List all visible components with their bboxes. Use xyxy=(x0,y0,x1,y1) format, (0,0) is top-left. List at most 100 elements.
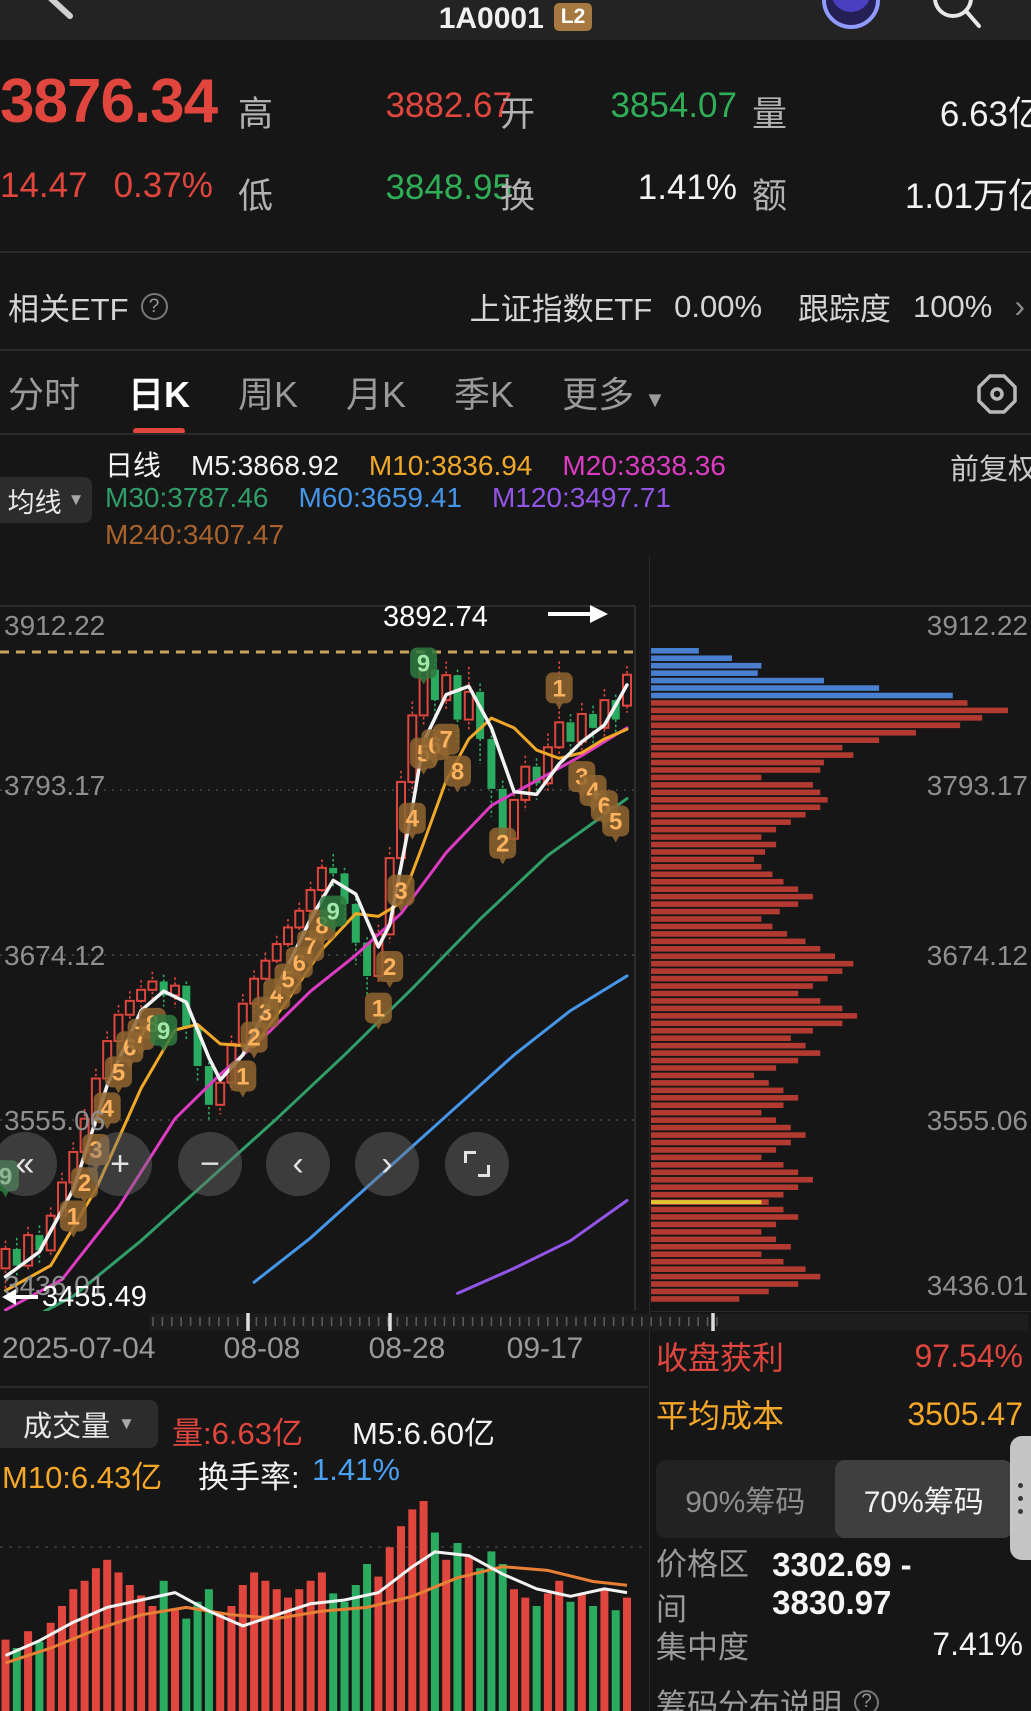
chip-70-button[interactable]: 70%筹码 xyxy=(834,1460,1013,1538)
date-label-start: 2025-07-04 xyxy=(2,1332,156,1365)
period-label: 日线 xyxy=(105,450,162,481)
volume-indicator-selector[interactable]: 成交量 ▼ xyxy=(0,1400,158,1448)
ma-row-2: M30:3787.46 M60:3659.41 M120:3497.71 xyxy=(0,482,1031,518)
stat-value: 3882.67 xyxy=(385,86,512,125)
high-annotation: 3892.74 xyxy=(383,601,488,633)
ma20-value: M20:3838.36 xyxy=(562,450,726,481)
search-icon[interactable] xyxy=(925,0,995,36)
chip-distribution-chart[interactable]: 3912.22 3793.17 3674.12 3555.06 3436.01 xyxy=(650,556,1031,1311)
tab-quarterly-k[interactable]: 季K xyxy=(454,373,515,415)
volume-value: 量:6.63亿 xyxy=(172,1416,303,1451)
date-label-3: 08-28 xyxy=(368,1332,446,1365)
svg-text:9: 9 xyxy=(0,1163,12,1190)
svg-text:2: 2 xyxy=(496,831,509,858)
fullscreen-button[interactable] xyxy=(445,1132,509,1196)
svg-text:2: 2 xyxy=(383,954,396,981)
zoom-out-button[interactable]: − xyxy=(178,1132,242,1196)
top-bar: 1A0001 L2 xyxy=(0,0,1031,40)
prev-button[interactable]: ‹ xyxy=(266,1132,330,1196)
chevron-right-icon[interactable]: › xyxy=(1014,288,1025,324)
ma240-value: M240:3407.47 xyxy=(105,519,285,550)
concentration-label: 集中度 xyxy=(656,1629,749,1665)
signal-badges: 9123456789123456789123459678213465 xyxy=(0,647,630,1238)
side-drag-handle[interactable] xyxy=(1010,1436,1031,1560)
change-percent: 0.37% xyxy=(113,166,213,205)
volume-m10: M10:6.43亿 xyxy=(2,1460,163,1495)
rewind-button[interactable]: « xyxy=(0,1132,57,1196)
svg-text:8: 8 xyxy=(451,759,464,786)
zoom-in-button[interactable]: + xyxy=(88,1132,152,1196)
change-value: 14.47 xyxy=(0,166,88,205)
stat-value: 3848.95 xyxy=(385,168,512,207)
volume-chart[interactable] xyxy=(0,1486,648,1711)
avatar[interactable] xyxy=(820,0,884,34)
y-axis-label: 3674.12 xyxy=(4,940,105,971)
tab-more[interactable]: 更多 ▼ xyxy=(562,373,666,415)
volume-m5: M5:6.60亿 xyxy=(352,1416,496,1451)
stat-label: 低 xyxy=(238,177,274,216)
ma120-value: M120:3497.71 xyxy=(491,482,671,513)
svg-text:2: 2 xyxy=(247,1025,260,1052)
chart-settings-icon[interactable] xyxy=(975,372,1019,416)
adjust-mode-label[interactable]: 前复权 xyxy=(949,454,1031,486)
y-axis-label: 3555.06 xyxy=(927,1105,1028,1136)
low-annotation: 3455.49 xyxy=(42,1281,147,1311)
tracking-value: 100% xyxy=(913,288,993,324)
help-icon[interactable]: ? xyxy=(140,293,168,320)
related-etf-row[interactable]: 相关ETF ? 上证指数ETF 0.00% 跟踪度 100% › xyxy=(0,252,1031,349)
y-axis-label: 3674.12 xyxy=(927,940,1028,971)
y-axis-label: 3793.17 xyxy=(927,770,1028,801)
kline-chart[interactable]: 91234567891234567891234596782134653912.2… xyxy=(0,556,648,1311)
page-title: 1A0001 xyxy=(438,2,544,35)
back-icon[interactable] xyxy=(36,0,86,30)
svg-text:1: 1 xyxy=(236,1063,249,1090)
l2-badge: L2 xyxy=(553,3,593,31)
ma5-value: M5:3868.92 xyxy=(191,450,339,481)
ma-selector-button[interactable]: 均线 ▼ xyxy=(0,477,92,523)
svg-text:4: 4 xyxy=(406,806,420,833)
svg-text:9: 9 xyxy=(327,899,340,926)
avg-cost-marker xyxy=(651,1200,762,1205)
ma30-value: M30:3787.46 xyxy=(105,482,269,513)
tab-fenshi[interactable]: 分时 xyxy=(8,373,81,415)
tab-daily-k[interactable]: 日K xyxy=(128,366,190,434)
avg-cost-value: 3505.47 xyxy=(907,1395,1023,1432)
stat-label: 高 xyxy=(238,95,274,134)
svg-text:3: 3 xyxy=(394,878,407,905)
stat-value: 3854.07 xyxy=(610,86,737,125)
stat-label: 额 xyxy=(752,177,788,216)
period-tabs: 分时 日K 周K 月K 季K 更多 ▼ xyxy=(0,350,1031,434)
etf-percent: 0.00% xyxy=(674,288,763,324)
chip-stats-panel: 收盘获利 97.54% 平均成本 3505.47 90%筹码 70%筹码 价格区… xyxy=(650,1312,1031,1711)
stat-label: 换 xyxy=(500,177,536,216)
time-range-slider[interactable] xyxy=(0,1312,1031,1334)
price-range-value: 3302.69 - 3830.97 xyxy=(772,1546,912,1621)
price-change: 14.47 0.37% xyxy=(0,166,239,206)
svg-text:1: 1 xyxy=(67,1203,80,1230)
y-axis-label: 3555.06 xyxy=(4,1105,105,1136)
svg-text:4: 4 xyxy=(101,1095,115,1122)
turnover-value: 1.41% xyxy=(312,1452,400,1487)
next-button[interactable]: › xyxy=(355,1132,419,1196)
chip-90-button[interactable]: 90%筹码 xyxy=(685,1486,806,1519)
y-axis-label: 3912.22 xyxy=(4,610,105,641)
tab-monthly-k[interactable]: 月K xyxy=(346,373,407,415)
stat-value: 1.01万亿 xyxy=(904,177,1031,216)
stat-value: 6.63亿 xyxy=(939,95,1031,134)
profit-value: 97.54% xyxy=(914,1337,1023,1374)
chip-help-icon[interactable]: ? xyxy=(854,1689,879,1711)
svg-text:5: 5 xyxy=(609,808,622,835)
chip-range-toggle: 90%筹码 70%筹码 xyxy=(656,1460,1013,1538)
price-range-label: 价格区间 xyxy=(656,1547,749,1627)
tracking-label: 跟踪度 xyxy=(798,292,892,327)
chip-help-label[interactable]: 筹码分布说明 xyxy=(656,1687,842,1711)
last-price: 3876.34 xyxy=(0,67,218,136)
stat-label: 量 xyxy=(752,95,788,134)
stat-label: 开 xyxy=(500,95,536,134)
ma-row-1: 日线 M5:3868.92 M10:3836.94 M20:3838.36 xyxy=(0,444,1031,481)
date-label-2: 08-08 xyxy=(223,1332,301,1365)
svg-text:3: 3 xyxy=(89,1137,102,1164)
tab-weekly-k[interactable]: 周K xyxy=(238,373,299,415)
etf-label: 相关ETF xyxy=(8,292,129,327)
